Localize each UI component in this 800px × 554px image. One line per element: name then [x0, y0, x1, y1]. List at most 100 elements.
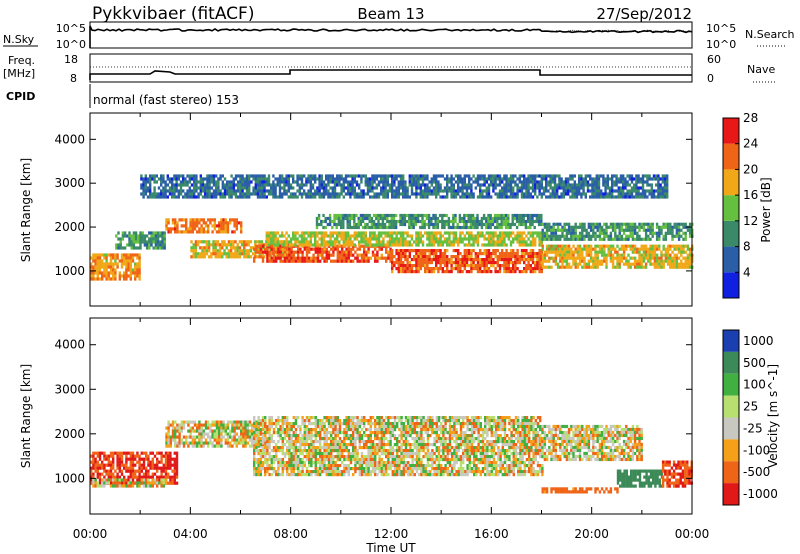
- heatmap-cell: [331, 240, 334, 244]
- heatmap-cell: [220, 221, 223, 225]
- heatmap-cell: [684, 262, 687, 266]
- heatmap-cell: [349, 234, 352, 238]
- heatmap-cell: [300, 177, 304, 181]
- heatmap-cell: [232, 243, 235, 247]
- heatmap-cell: [123, 262, 126, 266]
- heatmap-cell: [109, 253, 113, 257]
- heatmap-cell: [151, 481, 154, 485]
- heatmap-cell: [261, 256, 265, 260]
- heatmap-cell: [611, 253, 615, 257]
- heatmap-cell: [109, 268, 113, 272]
- heatmap-cell: [541, 256, 544, 260]
- heatmap-cell: [583, 225, 586, 229]
- heatmap-cell: [516, 261, 519, 265]
- heatmap-cell: [261, 259, 265, 263]
- heatmap-cell: [223, 192, 227, 196]
- heatmap-cell: [310, 247, 313, 251]
- heatmap-cell: [652, 195, 656, 199]
- heatmap-cell: [514, 264, 517, 268]
- heatmap-cell: [123, 463, 126, 467]
- heatmap-cell: [536, 255, 539, 259]
- heatmap-cell: [230, 183, 233, 187]
- heatmap-cell: [487, 255, 491, 259]
- heatmap-cell: [272, 174, 275, 178]
- heatmap-cell: [493, 213, 497, 218]
- heatmap-cell: [391, 180, 394, 184]
- heatmap-cell: [518, 243, 521, 247]
- heatmap-cell: [310, 256, 313, 260]
- heatmap-cell: [255, 244, 258, 248]
- heatmap-cell: [281, 180, 284, 184]
- heatmap-cell: [322, 180, 326, 184]
- heatmap-cell: [587, 247, 591, 251]
- heatmap-cell: [474, 180, 477, 184]
- heatmap-cell: [503, 261, 506, 265]
- heatmap-cell: [385, 259, 388, 263]
- heatmap-cell: [296, 180, 299, 184]
- heatmap-cell: [281, 195, 284, 199]
- heatmap-cell: [96, 259, 99, 263]
- heatmap-cell: [186, 183, 189, 187]
- heatmap-cell: [351, 177, 354, 181]
- heatmap-cell: [578, 234, 582, 238]
- heatmap-cell: [430, 183, 433, 187]
- heatmap-cell: [496, 195, 499, 199]
- heatmap-cell: [348, 225, 352, 230]
- heatmap-cell: [96, 451, 99, 455]
- heatmap-cell: [353, 180, 356, 184]
- heatmap-cell: [441, 240, 444, 244]
- heatmap-cell: [160, 475, 163, 479]
- heatmap-cell: [465, 252, 469, 256]
- heatmap-cell: [536, 252, 539, 256]
- heatmap-cell: [618, 256, 621, 260]
- heatmap-cell: [509, 177, 513, 181]
- heatmap-cell: [371, 186, 374, 190]
- heatmap-cell: [259, 186, 262, 190]
- heatmap-cell: [332, 253, 335, 257]
- heatmap-cell: [123, 259, 126, 263]
- heatmap-cell: [677, 256, 681, 260]
- heatmap-cell: [476, 255, 480, 259]
- heatmap-cell: [652, 177, 656, 181]
- heatmap-cell: [450, 264, 453, 268]
- heatmap-cell: [593, 195, 596, 199]
- heatmap-cell: [344, 240, 348, 244]
- heatmap-cell: [415, 186, 418, 190]
- heatmap-cell: [190, 177, 194, 181]
- heatmap-cell: [353, 189, 356, 193]
- heatmap-cell: [215, 230, 219, 234]
- heatmap-cell: [311, 231, 315, 235]
- heatmap-cell: [688, 259, 692, 263]
- heatmap-cell: [459, 264, 462, 268]
- heatmap-cell: [309, 240, 312, 244]
- heatmap-cell: [671, 256, 674, 260]
- heatmap-cell: [424, 270, 427, 274]
- heatmap-cell: [165, 221, 168, 225]
- heatmap-cell: [351, 240, 354, 244]
- heatmap-cell: [356, 259, 359, 263]
- heatmap-cell: [372, 213, 376, 218]
- heatmap-cell: [173, 183, 176, 187]
- heatmap-cell: [614, 237, 617, 241]
- heatmap-cell: [561, 225, 564, 229]
- heatmap-cell: [121, 231, 125, 235]
- heatmap-cell: [125, 253, 128, 257]
- heatmap-cell: [461, 237, 464, 241]
- heatmap-cell: [584, 183, 587, 187]
- heatmap-cell: [666, 250, 670, 254]
- heatmap-cell: [657, 177, 660, 181]
- heatmap-cell: [318, 177, 321, 181]
- heatmap-cell: [353, 225, 356, 230]
- heatmap-cell: [540, 222, 543, 227]
- heatmap-cell: [408, 255, 411, 259]
- heatmap-cell: [669, 253, 672, 257]
- heatmap-cell: [629, 244, 632, 248]
- heatmap-cell: [638, 265, 641, 269]
- heatmap-cell: [479, 183, 482, 187]
- heatmap-cell: [193, 189, 196, 193]
- heatmap-cell: [509, 255, 513, 259]
- heatmap-cell: [640, 225, 643, 229]
- heatmap-cell: [470, 267, 473, 271]
- heatmap-cell: [94, 478, 97, 482]
- heatmap-cell: [538, 270, 541, 274]
